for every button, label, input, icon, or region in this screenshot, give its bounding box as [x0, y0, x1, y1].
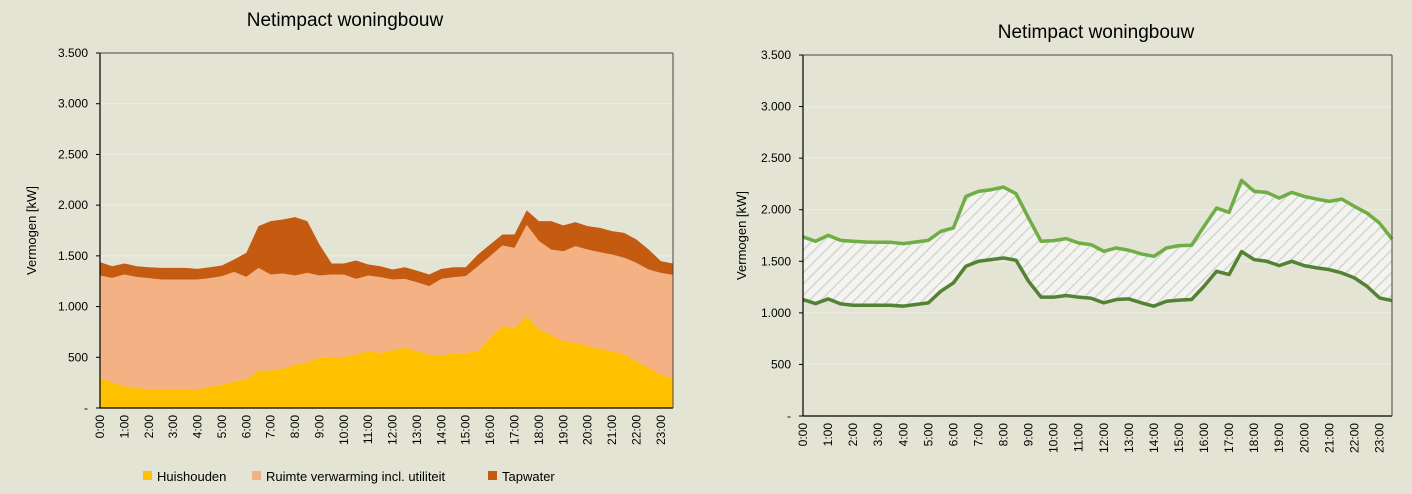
legend-label: Ruimte verwarming incl. utiliteit [266, 469, 446, 484]
y-tick-label: 2.000 [761, 203, 791, 217]
x-tick-label: 18:00 [532, 415, 546, 445]
x-tick-label: 9:00 [1022, 423, 1036, 447]
legend-swatch [143, 471, 152, 480]
area-series-huishouden [100, 316, 673, 408]
x-tick-label: 4:00 [896, 423, 910, 447]
y-tick-label: 500 [771, 357, 791, 371]
y-tick-label: 2.500 [58, 147, 88, 161]
x-tick-label: 20:00 [581, 415, 595, 445]
x-tick-label: 12:00 [386, 415, 400, 445]
y-tick-label: 2.500 [761, 151, 791, 165]
x-tick-label: 8:00 [997, 423, 1011, 447]
x-tick-label: 15:00 [1172, 423, 1186, 453]
x-tick-label: 5:00 [921, 423, 935, 447]
x-tick-label: 11:00 [1072, 423, 1086, 452]
x-tick-label: 21:00 [605, 415, 619, 445]
x-tick-label: 6:00 [239, 415, 253, 439]
x-tick-label: 6:00 [946, 423, 960, 447]
x-tick-label: 2:00 [142, 415, 156, 439]
x-tick-label: 0:00 [796, 423, 810, 447]
x-tick-label: 1:00 [821, 423, 835, 447]
legend-label: Tapwater [502, 469, 555, 484]
area-series-ruimte-verwarming-incl-utiliteit [100, 224, 673, 390]
x-tick-label: 4:00 [191, 415, 205, 439]
x-tick-label: 10:00 [337, 415, 351, 445]
x-tick-label: 20:00 [1297, 423, 1311, 453]
x-tick-label: 13:00 [410, 415, 424, 445]
x-tick-label: 14:00 [434, 415, 448, 445]
x-tick-label: 0:00 [93, 415, 107, 439]
chart-title: Netimpact woningbouw [998, 22, 1195, 43]
x-tick-label: 18:00 [1247, 423, 1261, 453]
x-tick-label: 3:00 [871, 423, 885, 447]
y-tick-label: 1.500 [58, 249, 88, 263]
y-tick-label: 1.000 [761, 306, 791, 320]
y-tick-label: - [84, 401, 88, 415]
x-tick-label: 15:00 [459, 415, 473, 445]
x-tick-label: 23:00 [1372, 423, 1386, 453]
x-tick-label: 10:00 [1047, 423, 1061, 453]
x-tick-label: 16:00 [483, 415, 497, 445]
y-tick-label: 500 [68, 350, 88, 364]
x-tick-label: 21:00 [1322, 423, 1336, 453]
y-tick-label: 3.000 [58, 97, 88, 111]
legend-swatch [488, 471, 497, 480]
lower-line [802, 249, 1393, 308]
x-tick-label: 16:00 [1197, 423, 1211, 453]
x-tick-label: 7:00 [971, 423, 985, 447]
legend-swatch [252, 471, 261, 480]
x-tick-label: 23:00 [654, 415, 668, 445]
x-tick-label: 17:00 [508, 415, 522, 445]
y-tick-label: 3.500 [58, 46, 88, 60]
hatched-band [803, 180, 1392, 307]
y-tick-label: 2.000 [58, 198, 88, 212]
y-axis-label: Vermogen [kW] [734, 191, 749, 280]
line-band-chart: Netimpact woningbouw Vermogen [kW] - 500 1.0… [734, 22, 1394, 453]
y-tick-label: 3.000 [761, 100, 791, 114]
x-tick-label: 2:00 [846, 423, 860, 447]
y-tick-label: 3.500 [761, 48, 791, 62]
x-tick-label: 1:00 [117, 415, 131, 439]
x-tick-label: 17:00 [1222, 423, 1236, 453]
y-tick-label: - [787, 409, 791, 423]
x-tick-label: 22:00 [629, 415, 643, 445]
x-tick-label: 11:00 [361, 415, 375, 444]
x-tick-label: 3:00 [166, 415, 180, 439]
x-tick-label: 8:00 [288, 415, 302, 439]
x-tick-label: 12:00 [1097, 423, 1111, 453]
y-tick-label: 1.000 [58, 300, 88, 314]
x-tick-label: 19:00 [556, 415, 570, 445]
x-tick-label: 22:00 [1347, 423, 1361, 453]
area-series-tapwater [100, 210, 673, 287]
x-tick-label: 5:00 [215, 415, 229, 439]
stacked-area-chart: Netimpact woningbouw Vermogen [kW] - 500 1.0… [24, 10, 674, 484]
x-tick-label: 19:00 [1272, 423, 1286, 453]
x-tick-label: 14:00 [1147, 423, 1161, 453]
x-tick-label: 13:00 [1122, 423, 1136, 453]
upper-line [802, 178, 1394, 259]
y-tick-label: 1.500 [761, 254, 791, 268]
chart-title: Netimpact woningbouw [247, 10, 444, 31]
x-tick-label: 7:00 [264, 415, 278, 439]
x-tick-label: 9:00 [312, 415, 326, 439]
legend-label: Huishouden [157, 469, 226, 484]
y-axis-label: Vermogen [kW] [24, 186, 39, 275]
